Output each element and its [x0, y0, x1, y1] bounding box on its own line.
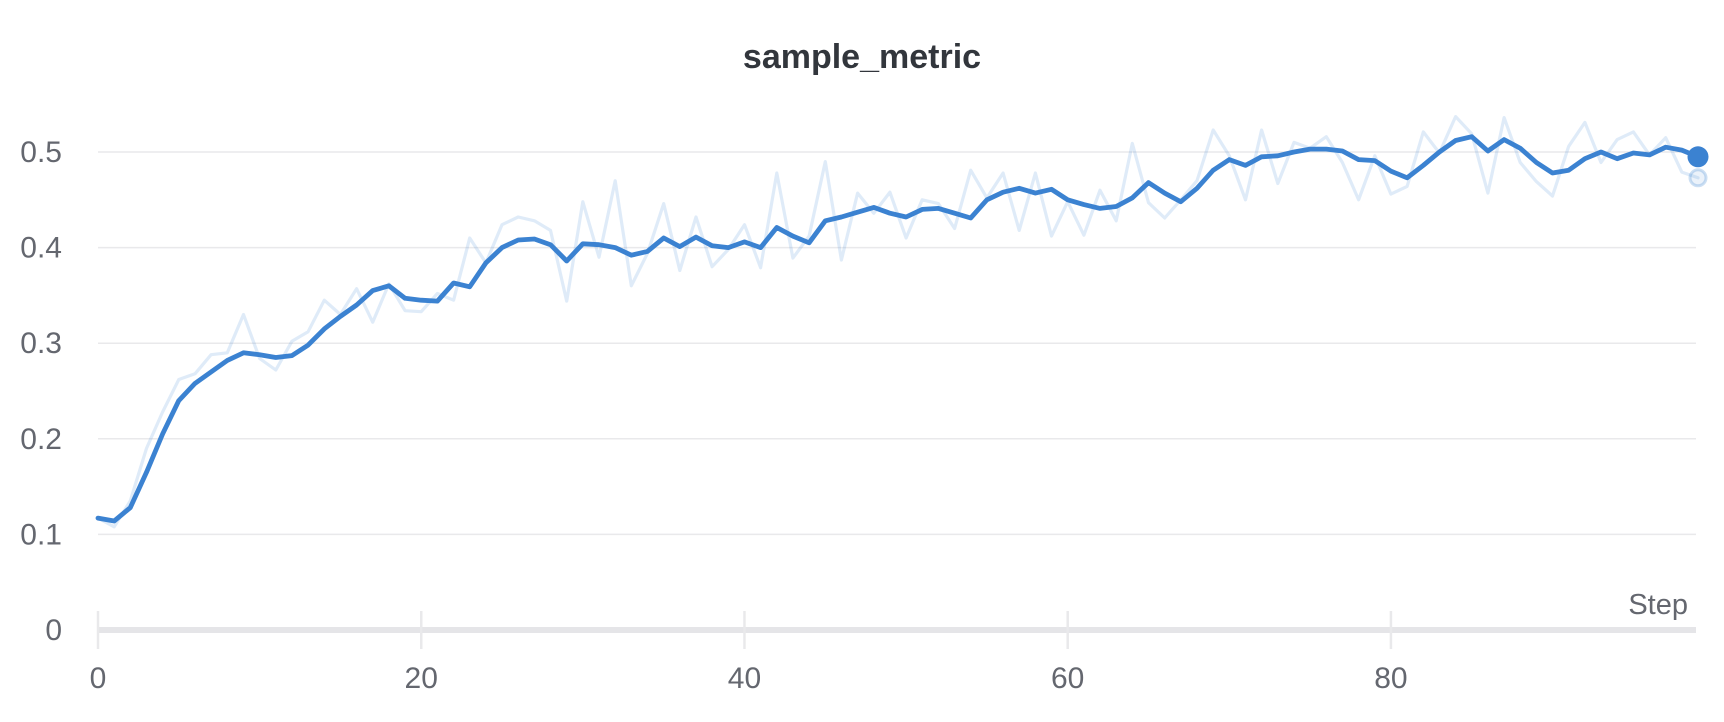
x-tick-label: 20: [405, 662, 438, 695]
final-value-dot[interactable]: [1687, 146, 1709, 168]
x-tick-label: 40: [728, 662, 761, 695]
y-tick-label: 0.2: [20, 423, 62, 456]
y-tick-label: 0.5: [20, 136, 62, 169]
y-tick-label: 0.3: [20, 327, 62, 360]
y-tick-label: 0.4: [20, 232, 62, 265]
y-tick-label: 0: [45, 614, 62, 647]
gridlines-layer: [98, 151, 1696, 536]
tick-labels-layer: 0 0.1 0.2 0.3 0.4 0.5 0 20 40 60 80: [20, 136, 1407, 695]
x-axis-layer: [96, 611, 1696, 649]
x-tick-label: 80: [1374, 662, 1407, 695]
chart-title: sample_metric: [743, 38, 981, 76]
x-tick-label: 60: [1051, 662, 1084, 695]
raw-series-line[interactable]: [96, 114, 1700, 529]
series-layer[interactable]: [95, 114, 1709, 529]
y-tick-label: 0.1: [20, 518, 62, 551]
x-axis-title: Step: [1628, 589, 1688, 621]
smoothed-series-line[interactable]: [95, 134, 1701, 524]
x-tick-label: 0: [90, 662, 107, 695]
raw-final-value-marker[interactable]: [1688, 168, 1708, 188]
